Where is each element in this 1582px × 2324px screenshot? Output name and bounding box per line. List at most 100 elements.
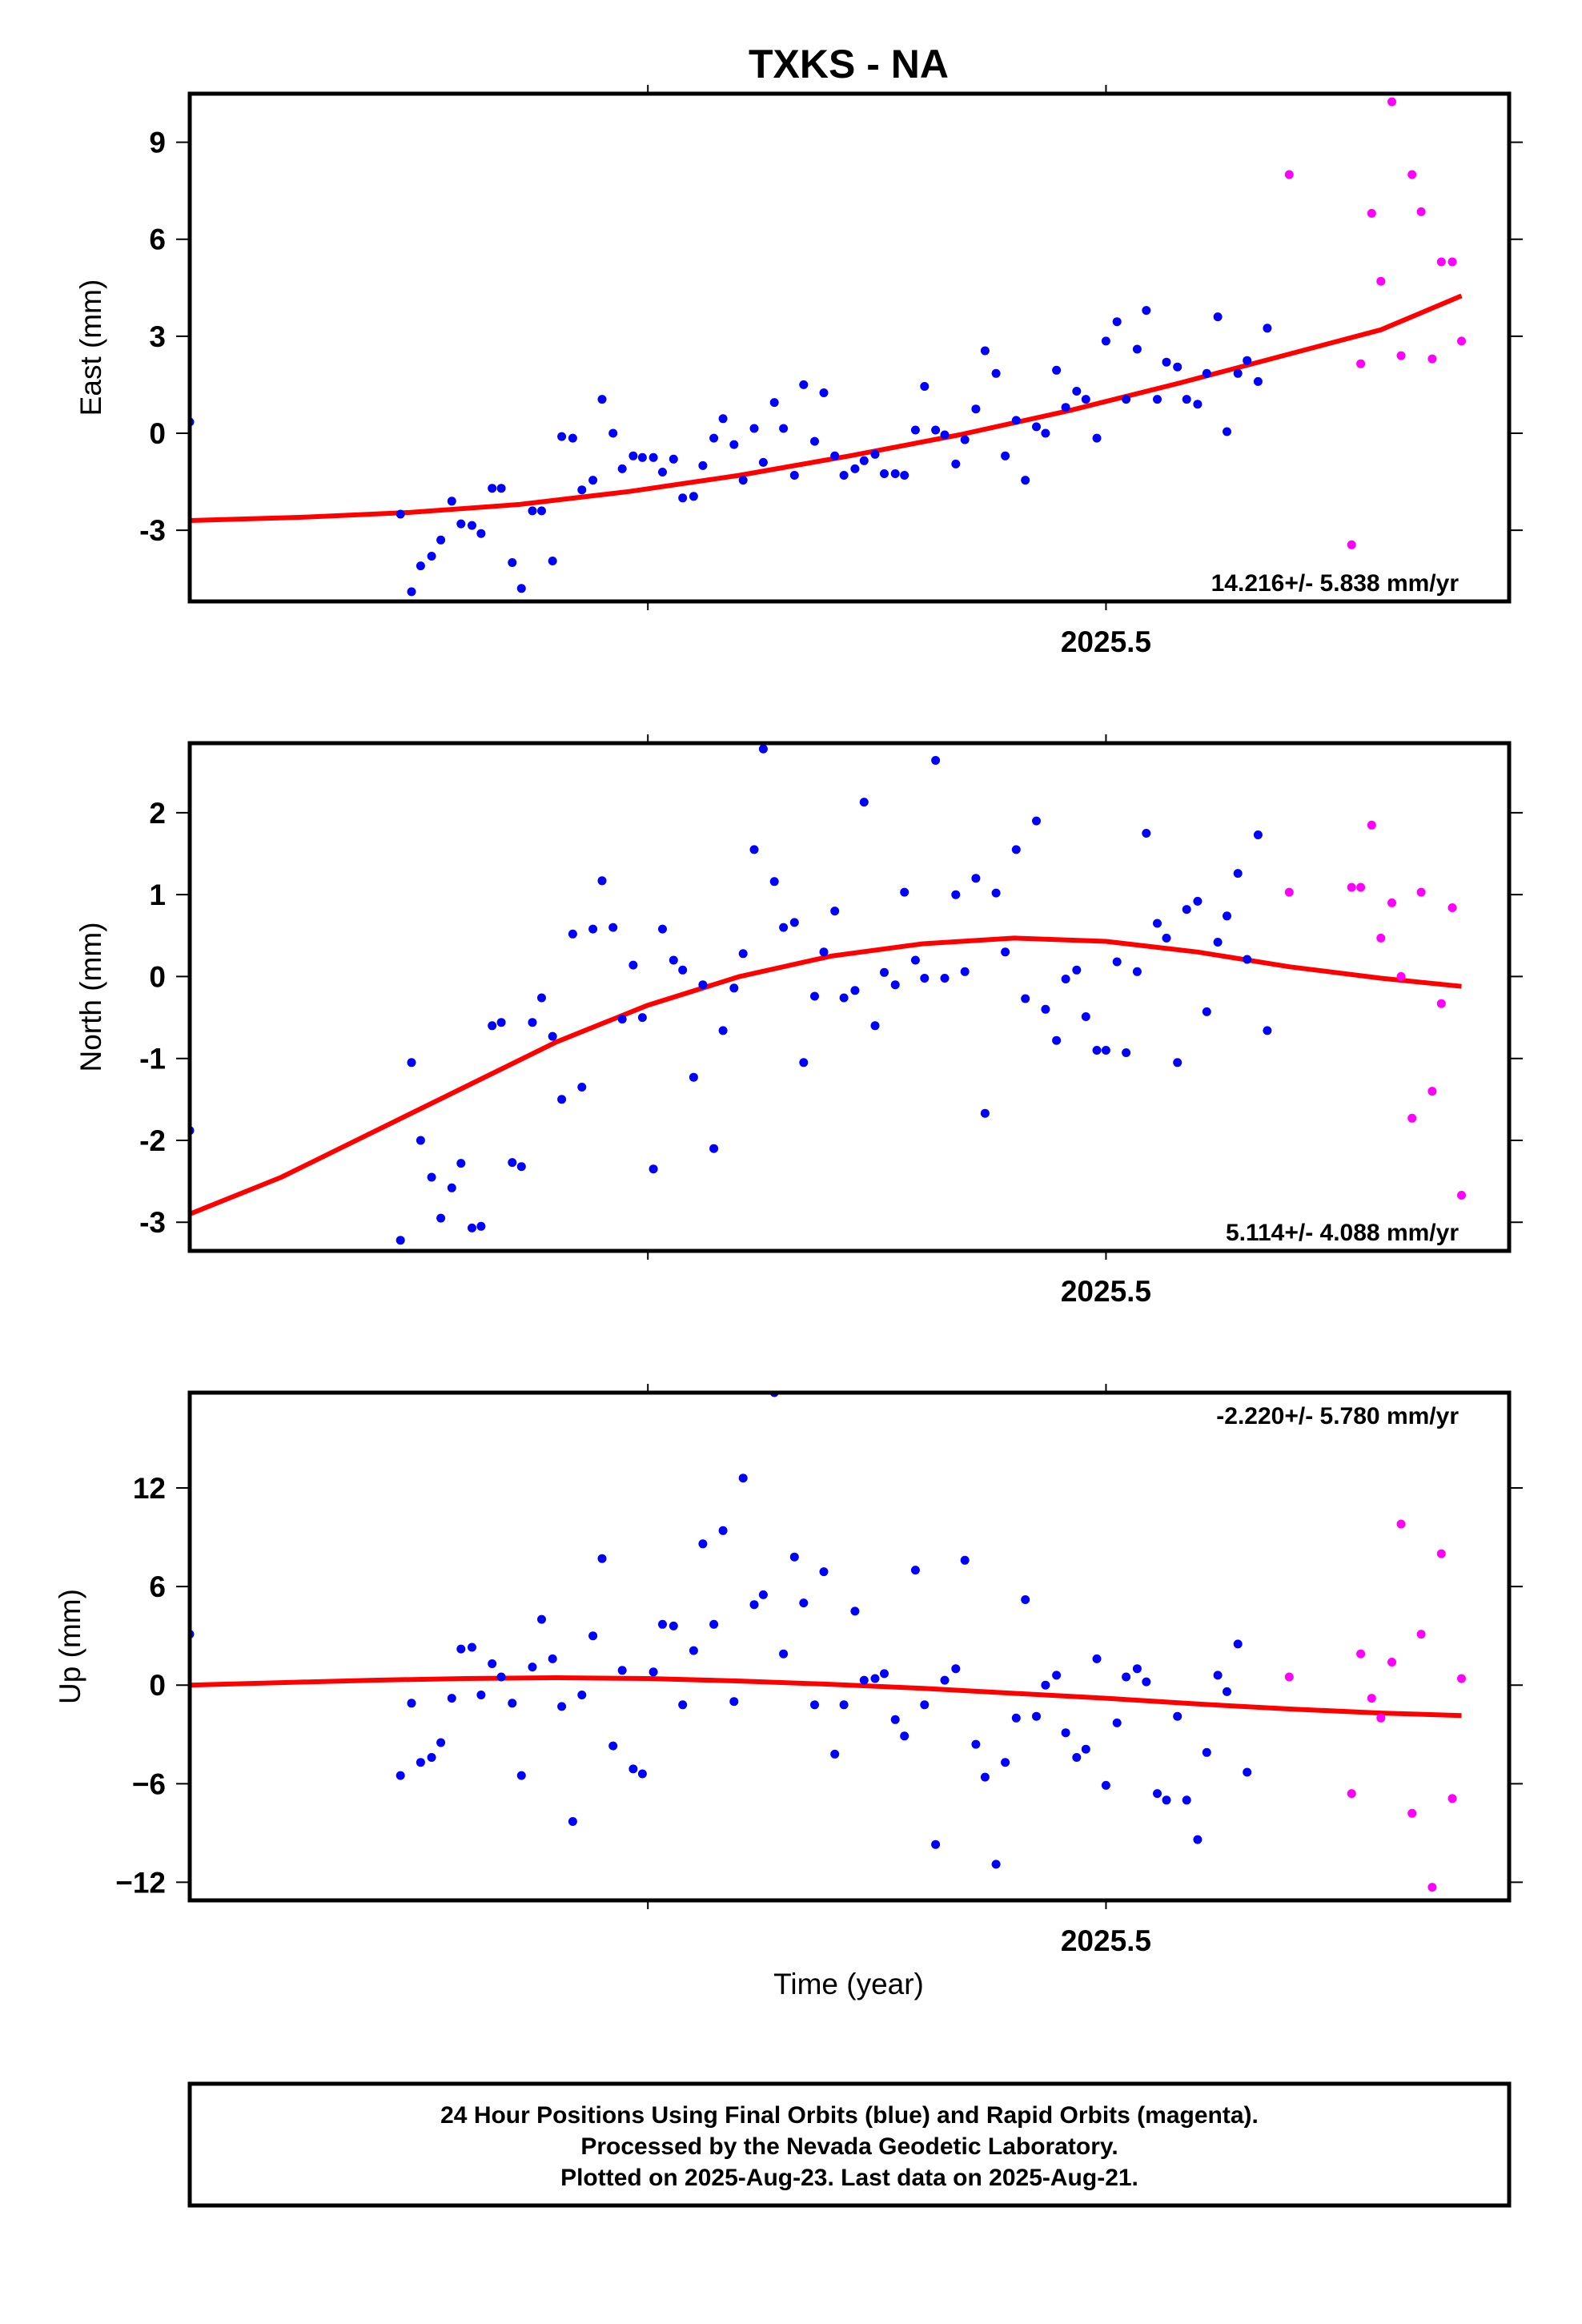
north-final-point xyxy=(900,887,909,897)
east-final-point xyxy=(637,452,647,462)
up-rapid-point xyxy=(1347,1789,1356,1799)
up-final-point xyxy=(427,1753,436,1762)
up-rapid-point xyxy=(1396,1519,1406,1529)
north-final-point xyxy=(850,986,860,995)
east-final-point xyxy=(1112,317,1122,327)
east-final-point xyxy=(416,561,425,571)
north-final-point xyxy=(789,918,799,927)
east-final-point xyxy=(608,428,618,438)
up-final-point xyxy=(1122,1672,1131,1682)
east-final-point xyxy=(839,471,849,480)
east-final-point xyxy=(1011,416,1021,425)
north-final-point xyxy=(557,1095,567,1104)
east-final-point xyxy=(940,430,950,440)
east-final-point xyxy=(1162,357,1171,367)
up-model-curve xyxy=(190,1675,1462,1719)
east-y-tick-label: 0 xyxy=(149,417,166,450)
north-y-axis-label: North (mm) xyxy=(74,922,107,1072)
east-final-point xyxy=(456,519,466,529)
up-final-point xyxy=(588,1631,598,1641)
north-final-point xyxy=(1072,965,1082,975)
up-final-point xyxy=(1032,1711,1041,1721)
east-final-point xyxy=(427,552,436,561)
north-final-point xyxy=(1213,938,1223,947)
up-final-point xyxy=(608,1741,618,1751)
up-final-point xyxy=(689,1646,698,1655)
north-final-point xyxy=(608,923,618,932)
east-final-point xyxy=(548,557,557,565)
north-final-point xyxy=(1021,994,1030,1003)
up-x-tick-label: 2025.5 xyxy=(1061,1924,1151,1957)
east-final-point xyxy=(709,433,719,443)
east-final-point xyxy=(779,424,789,433)
up-final-point xyxy=(1162,1795,1171,1805)
up-final-point xyxy=(738,1474,748,1483)
north-final-point xyxy=(1092,1046,1102,1055)
north-y-tick-label: -1 xyxy=(139,1043,166,1076)
up-final-point xyxy=(810,1700,819,1710)
east-final-point xyxy=(1101,336,1110,346)
north-final-point xyxy=(1202,1007,1211,1016)
east-final-point xyxy=(1081,395,1090,404)
up-rapid-point xyxy=(1356,1649,1366,1659)
east-plot-area xyxy=(190,97,1466,597)
north-final-point xyxy=(1132,967,1142,976)
up-final-point xyxy=(940,1675,950,1685)
east-final-point xyxy=(850,464,860,473)
east-rapid-point xyxy=(1427,354,1437,364)
north-final-point xyxy=(588,924,598,934)
east-final-point xyxy=(1263,324,1272,333)
north-final-point xyxy=(568,929,577,939)
up-rapid-point xyxy=(1436,1549,1446,1558)
north-y-tick-label: -2 xyxy=(139,1124,166,1157)
east-rapid-point xyxy=(1376,276,1386,286)
east-final-point xyxy=(698,460,708,470)
up-y-axis-label: Up (mm) xyxy=(54,1589,86,1704)
east-frame xyxy=(187,91,1512,604)
caption-line-1: 24 Hour Positions Using Final Orbits (bl… xyxy=(440,2102,1259,2129)
north-final-point xyxy=(476,1221,486,1231)
up-final-point xyxy=(799,1598,809,1608)
north-rapid-point xyxy=(1427,1087,1437,1096)
north-final-point xyxy=(718,1026,728,1035)
up-final-point xyxy=(1112,1718,1122,1727)
up-final-point xyxy=(850,1606,860,1616)
east-final-point xyxy=(718,414,728,424)
up-final-point xyxy=(1243,1767,1252,1777)
north-y-tick-label: 1 xyxy=(149,879,166,911)
east-final-point xyxy=(617,464,627,473)
east-final-point xyxy=(407,587,416,597)
up-rapid-point xyxy=(1416,1630,1426,1639)
east-final-point xyxy=(528,506,537,516)
caption-line-2: Processed by the Nevada Geodetic Laborat… xyxy=(580,2133,1118,2160)
north-final-point xyxy=(637,1013,647,1023)
east-final-point xyxy=(980,346,990,356)
up-final-point xyxy=(931,1839,941,1849)
up-final-point xyxy=(1173,1711,1182,1721)
east-rapid-point xyxy=(1407,170,1417,179)
up-final-point xyxy=(980,1772,990,1782)
east-final-point xyxy=(447,497,456,506)
east-rapid-point xyxy=(1416,207,1426,216)
east-x-tick-label: 2025.5 xyxy=(1061,625,1151,658)
north-final-point xyxy=(1122,1048,1131,1057)
east-final-point xyxy=(597,395,607,404)
up-final-point xyxy=(779,1649,789,1659)
east-final-point xyxy=(436,535,446,545)
up-final-point xyxy=(951,1664,961,1674)
up-final-point xyxy=(910,1566,920,1575)
north-final-point xyxy=(971,874,981,883)
east-final-point xyxy=(749,424,759,433)
north-final-point xyxy=(468,1223,476,1232)
up-y-tick-label: 12 xyxy=(133,1472,166,1505)
north-final-point xyxy=(870,1021,880,1031)
up-final-point xyxy=(456,1644,466,1654)
north-final-point xyxy=(628,960,638,970)
up-final-point xyxy=(407,1699,416,1708)
east-rapid-point xyxy=(1387,97,1396,107)
north-final-point xyxy=(951,890,961,899)
east-final-point xyxy=(1253,376,1263,386)
north-final-point xyxy=(910,955,920,965)
up-final-point xyxy=(1142,1677,1151,1687)
north-rapid-point xyxy=(1367,820,1376,830)
